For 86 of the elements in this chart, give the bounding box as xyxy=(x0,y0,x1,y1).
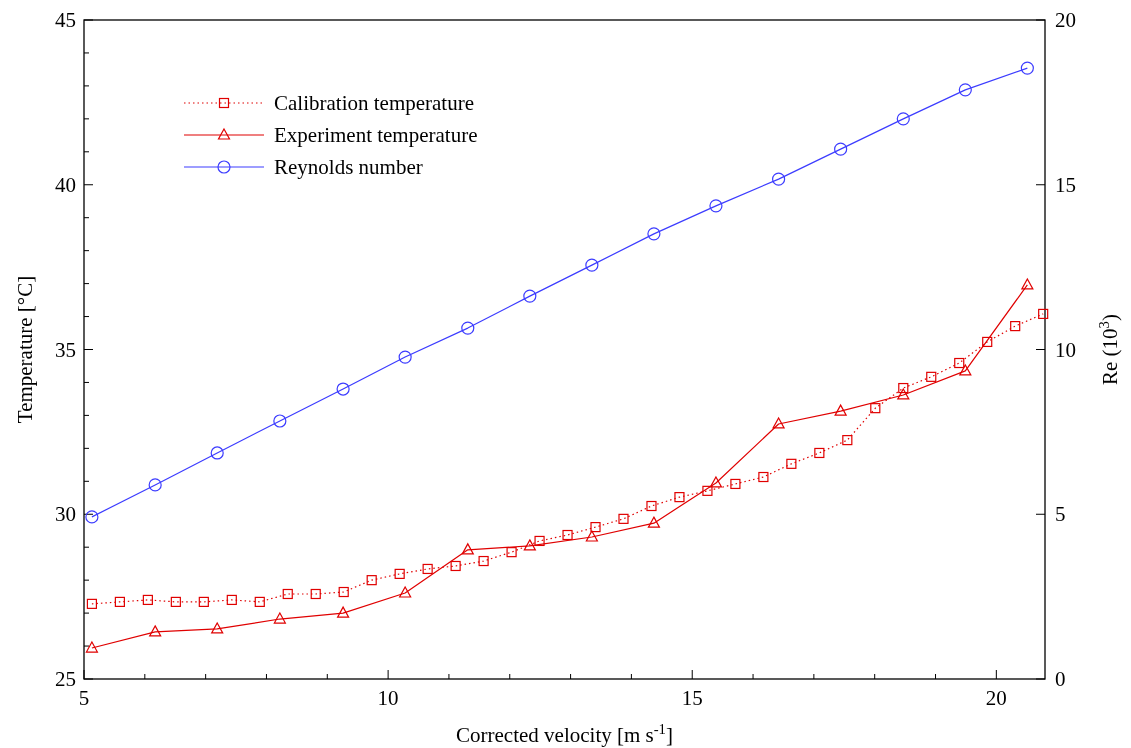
point xyxy=(273,612,286,624)
point xyxy=(422,563,433,575)
point xyxy=(758,471,769,483)
point xyxy=(585,258,599,272)
point xyxy=(772,172,786,186)
point xyxy=(86,598,98,609)
point xyxy=(982,336,993,348)
x-tick-label: 20 xyxy=(985,686,1007,710)
y-tick-label: 40 xyxy=(55,172,76,197)
y-tick-label: 30 xyxy=(55,502,76,527)
x-tick-label: 5 xyxy=(78,686,90,710)
point xyxy=(834,404,847,416)
y-tick-label: 35 xyxy=(55,337,76,362)
x-tick-label: 10 xyxy=(377,686,399,710)
point xyxy=(730,478,741,490)
point xyxy=(786,458,797,469)
point xyxy=(523,289,537,303)
point xyxy=(618,513,629,524)
point xyxy=(170,596,181,607)
point xyxy=(647,227,661,241)
point xyxy=(366,575,377,586)
point xyxy=(709,199,723,213)
x-axis-title: Corrected velocity [m s$^{-1}$] xyxy=(456,721,673,747)
point xyxy=(461,321,475,335)
point xyxy=(282,588,293,600)
point xyxy=(149,625,162,637)
point xyxy=(506,547,517,558)
point xyxy=(336,382,350,396)
point xyxy=(398,350,412,364)
point xyxy=(211,622,224,634)
point xyxy=(958,83,972,97)
point xyxy=(226,594,237,606)
point xyxy=(142,594,153,606)
point xyxy=(842,435,853,446)
legend-label: Experiment temperature xyxy=(274,123,478,147)
point xyxy=(338,586,349,598)
point xyxy=(534,535,545,547)
point xyxy=(709,476,723,488)
point xyxy=(310,588,321,600)
point xyxy=(85,641,99,653)
point xyxy=(870,403,881,414)
point xyxy=(1021,278,1034,290)
point xyxy=(85,510,99,524)
point xyxy=(523,539,536,551)
point xyxy=(394,568,405,579)
legend-label: Reynolds number xyxy=(274,155,423,179)
y2-tick-label: 10 xyxy=(1055,337,1076,362)
point xyxy=(114,596,125,607)
point xyxy=(834,142,848,156)
point xyxy=(585,530,598,542)
point xyxy=(646,500,657,512)
y2-tick-label: 0 xyxy=(1055,667,1066,691)
point xyxy=(337,606,350,618)
x-tick-label: 15 xyxy=(681,686,703,710)
point xyxy=(1020,61,1034,75)
point xyxy=(478,555,489,567)
point xyxy=(772,417,785,429)
point xyxy=(148,478,162,492)
point xyxy=(210,446,224,460)
y-tick-label: 45 xyxy=(55,8,76,32)
point xyxy=(674,492,685,503)
y2-tick-label: 15 xyxy=(1055,172,1076,197)
point xyxy=(926,371,937,382)
point xyxy=(450,560,461,572)
point xyxy=(1010,321,1021,332)
point xyxy=(590,522,601,533)
point xyxy=(954,357,965,369)
point xyxy=(814,447,825,459)
point xyxy=(399,586,412,598)
point xyxy=(198,596,209,607)
point xyxy=(898,382,909,394)
point xyxy=(959,364,972,376)
point xyxy=(273,414,287,428)
point xyxy=(254,596,265,607)
point xyxy=(562,529,573,541)
y2-tick-label: 5 xyxy=(1055,502,1066,527)
point xyxy=(702,485,713,496)
y-axis-title: Temperature [°C] xyxy=(13,275,37,424)
point xyxy=(461,543,474,555)
y-tick-label: 25 xyxy=(55,667,76,691)
point xyxy=(1038,308,1049,320)
point xyxy=(647,516,661,528)
point xyxy=(897,388,910,400)
y2-tick-label: 20 xyxy=(1055,8,1076,32)
point xyxy=(896,112,910,126)
legend-label: Calibration temperature xyxy=(274,91,475,115)
